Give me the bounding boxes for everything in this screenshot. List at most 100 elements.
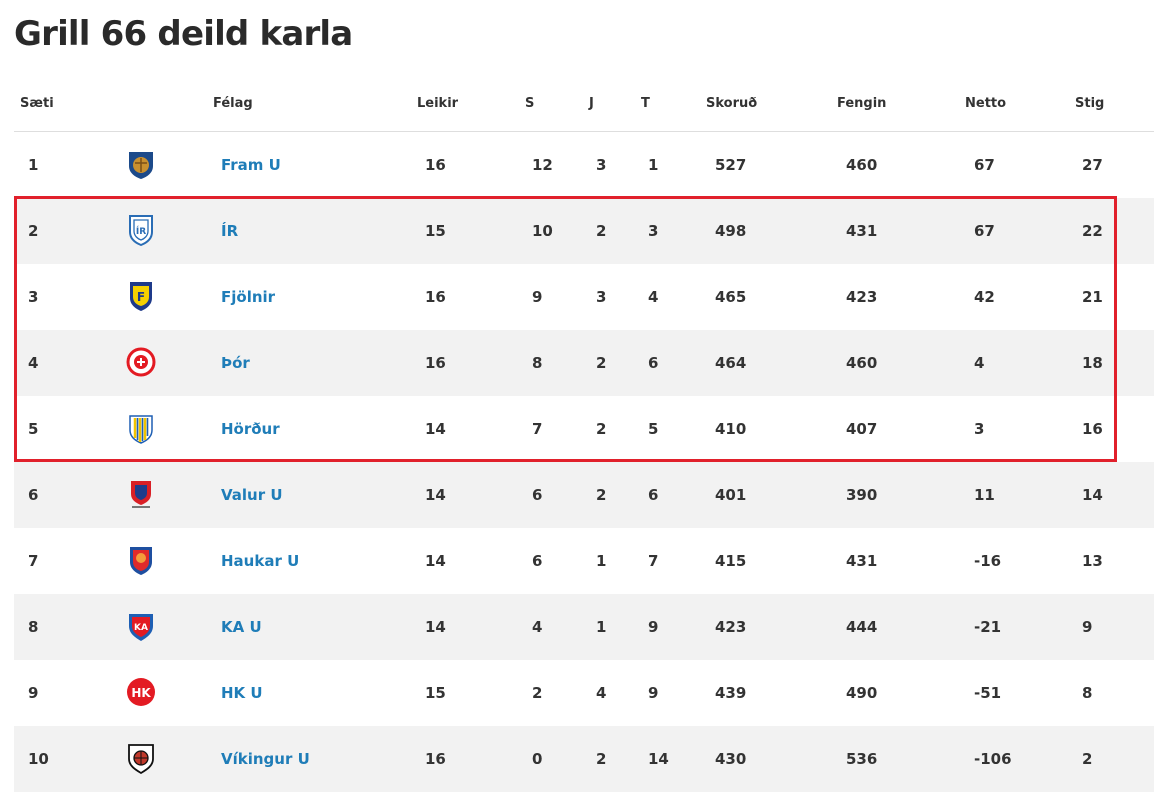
ir-logo-icon[interactable]: ÍR — [126, 214, 156, 246]
table-row: 6 Valur U 14 6 2 6 401 390 11 14 — [14, 462, 1154, 528]
points-cell: 16 — [1082, 420, 1103, 438]
header-points: Stig — [1075, 96, 1105, 111]
position-cell: 4 — [28, 354, 39, 372]
draws-cell: 2 — [596, 486, 607, 504]
club-link[interactable]: Haukar U — [221, 552, 300, 570]
games-cell: 14 — [425, 552, 446, 570]
club-link[interactable]: Fram U — [221, 156, 281, 174]
conceded-cell: 431 — [846, 222, 878, 240]
draws-cell: 4 — [596, 684, 607, 702]
draws-cell: 2 — [596, 222, 607, 240]
conceded-cell: 444 — [846, 618, 878, 636]
games-cell: 14 — [425, 618, 446, 636]
table-row: 2 ÍR ÍR 15 10 2 3 498 431 67 22 — [14, 198, 1154, 264]
net-cell: 42 — [974, 288, 995, 306]
fjolnir-logo-icon[interactable]: F — [126, 280, 156, 312]
table-row: 8 KA KA U 14 4 1 9 423 444 -21 9 — [14, 594, 1154, 660]
position-cell: 10 — [28, 750, 49, 768]
scored-cell: 415 — [715, 552, 747, 570]
club-link[interactable]: KA U — [221, 618, 262, 636]
net-cell: 3 — [974, 420, 985, 438]
table-row: 4 Þór 16 8 2 6 464 460 4 18 — [14, 330, 1154, 396]
conceded-cell: 407 — [846, 420, 878, 438]
club-link[interactable]: ÍR — [221, 222, 239, 240]
wins-cell: 4 — [532, 618, 543, 636]
club-link[interactable]: Víkingur U — [221, 750, 310, 768]
hk-logo-icon[interactable]: HK — [126, 676, 156, 708]
draws-cell: 2 — [596, 420, 607, 438]
wins-cell: 7 — [532, 420, 543, 438]
table-row: 9 HK HK U 15 2 4 9 439 490 -51 8 — [14, 660, 1154, 726]
position-cell: 5 — [28, 420, 39, 438]
header-losses: T — [641, 96, 650, 111]
net-cell: -16 — [974, 552, 1002, 570]
vikingur-logo-icon[interactable] — [126, 742, 156, 774]
losses-cell: 3 — [648, 222, 659, 240]
header-net: Netto — [965, 96, 1007, 111]
position-cell: 3 — [28, 288, 39, 306]
header-wins: S — [525, 96, 535, 111]
haukar-logo-icon[interactable] — [126, 544, 156, 576]
club-link[interactable]: Hörður — [221, 420, 280, 438]
standings-table: Sæti Félag Leikir S J T Skoruð Fengin Ne… — [14, 78, 1154, 792]
wins-cell: 2 — [532, 684, 543, 702]
points-cell: 14 — [1082, 486, 1103, 504]
losses-cell: 14 — [648, 750, 669, 768]
draws-cell: 1 — [596, 618, 607, 636]
ka-logo-icon[interactable]: KA — [126, 610, 156, 642]
points-cell: 8 — [1082, 684, 1093, 702]
club-link[interactable]: HK U — [221, 684, 263, 702]
losses-cell: 9 — [648, 618, 659, 636]
page-title: Grill 66 deild karla — [14, 14, 353, 54]
games-cell: 15 — [425, 222, 446, 240]
header-scored: Skoruð — [706, 96, 758, 111]
games-cell: 16 — [425, 288, 446, 306]
hordur-logo-icon[interactable] — [126, 412, 156, 444]
club-link[interactable]: Fjölnir — [221, 288, 276, 306]
header-club: Félag — [213, 96, 253, 111]
wins-cell: 6 — [532, 552, 543, 570]
svg-text:F: F — [137, 290, 145, 304]
net-cell: 4 — [974, 354, 985, 372]
scored-cell: 401 — [715, 486, 747, 504]
wins-cell: 6 — [532, 486, 543, 504]
conceded-cell: 423 — [846, 288, 878, 306]
position-cell: 6 — [28, 486, 39, 504]
games-cell: 14 — [425, 420, 446, 438]
points-cell: 21 — [1082, 288, 1103, 306]
games-cell: 16 — [425, 750, 446, 768]
net-cell: -21 — [974, 618, 1002, 636]
svg-text:ÍR: ÍR — [136, 225, 146, 237]
table-header: Sæti Félag Leikir S J T Skoruð Fengin Ne… — [14, 78, 1154, 132]
points-cell: 22 — [1082, 222, 1103, 240]
wins-cell: 9 — [532, 288, 543, 306]
header-games: Leikir — [417, 96, 459, 111]
position-cell: 1 — [28, 156, 39, 174]
header-conceded: Fengin — [837, 96, 887, 111]
table-row: 7 Haukar U 14 6 1 7 415 431 -16 13 — [14, 528, 1154, 594]
conceded-cell: 490 — [846, 684, 878, 702]
wins-cell: 0 — [532, 750, 543, 768]
header-position: Sæti — [20, 96, 54, 111]
scored-cell: 464 — [715, 354, 747, 372]
club-link[interactable]: Þór — [221, 354, 250, 372]
table-body: 1 Fram U 16 12 3 1 527 460 67 27 2 ÍR ÍR… — [14, 132, 1154, 792]
wins-cell: 10 — [532, 222, 553, 240]
net-cell: -106 — [974, 750, 1012, 768]
position-cell: 8 — [28, 618, 39, 636]
fram-logo-icon[interactable] — [126, 148, 156, 180]
valur-logo-icon[interactable] — [126, 478, 156, 510]
svg-text:KA: KA — [134, 623, 148, 633]
points-cell: 13 — [1082, 552, 1103, 570]
wins-cell: 12 — [532, 156, 553, 174]
table-row: 5 Hörður 14 7 2 5 410 407 3 16 — [14, 396, 1154, 462]
losses-cell: 9 — [648, 684, 659, 702]
svg-text:HK: HK — [131, 686, 151, 700]
table-row: 10 Víkingur U 16 0 2 14 430 536 -106 2 — [14, 726, 1154, 792]
scored-cell: 465 — [715, 288, 747, 306]
club-link[interactable]: Valur U — [221, 486, 283, 504]
header-draws: J — [589, 96, 594, 111]
losses-cell: 1 — [648, 156, 659, 174]
scored-cell: 527 — [715, 156, 747, 174]
thor-logo-icon[interactable] — [126, 346, 156, 378]
